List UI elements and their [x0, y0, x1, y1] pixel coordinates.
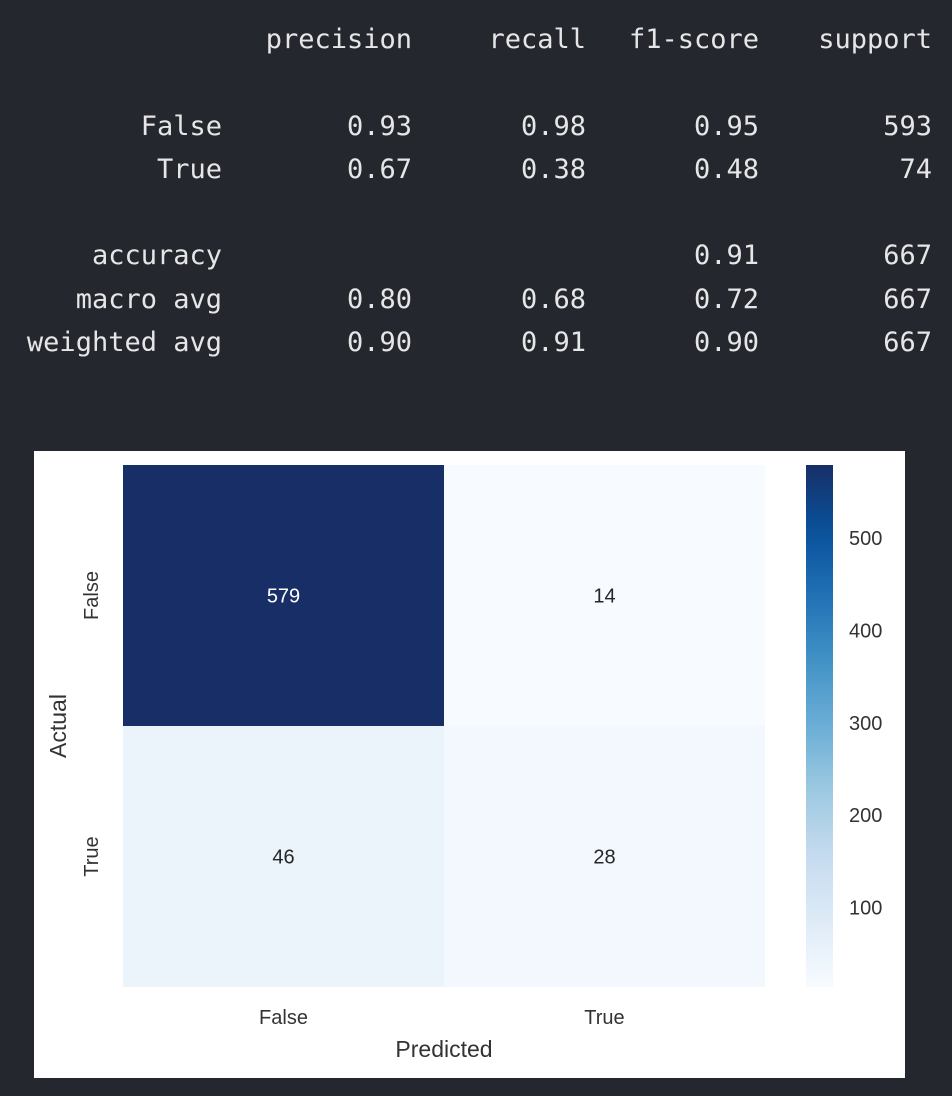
report-cell: 667	[883, 240, 932, 271]
report-cell: 0.38	[520, 154, 586, 185]
confusion-matrix-heatmap: 579 14 46 28 False True False True Predicted Actu…	[45, 465, 882, 1062]
report-cell: 0.98	[520, 111, 586, 142]
report-cell: 0.93	[346, 111, 412, 142]
heatmap-cell	[123, 465, 444, 726]
heatmap-cell	[123, 726, 444, 987]
report-cell: 0.48	[693, 154, 759, 185]
report-cell: 0.90	[346, 327, 412, 358]
report-cell: 0.91	[520, 327, 586, 358]
y-tick-label: True	[81, 836, 103, 876]
x-tick-label: False	[259, 1007, 308, 1029]
classification-report: precision recall f1-score support False 0.93 0…	[0, 0, 952, 420]
report-cell: 0.90	[693, 327, 759, 358]
report-header-precision: precision	[265, 24, 412, 55]
report-cell: 0.80	[346, 284, 412, 315]
report-cell: 667	[883, 327, 932, 358]
heatmap-cell-label: 579	[267, 586, 300, 608]
colorbar-tick-label: 500	[849, 528, 882, 550]
x-axis-label: Predicted	[395, 1036, 492, 1062]
y-tick-label: False	[81, 571, 103, 620]
colorbar	[806, 465, 833, 987]
report-cell: 0.72	[693, 284, 759, 315]
report-row-label: macro avg	[75, 284, 222, 315]
colorbar-tick-label: 100	[849, 898, 882, 920]
heatmap-cell-label: 14	[593, 586, 615, 608]
report-row-label: True	[156, 154, 222, 185]
heatmap-cell	[444, 726, 765, 987]
colorbar-tick-label: 300	[849, 713, 882, 735]
report-header-recall: recall	[488, 24, 586, 55]
report-header-support: support	[818, 24, 932, 55]
report-cell: 0.91	[693, 240, 759, 271]
report-row-label: weighted avg	[26, 327, 222, 358]
report-header-f1score: f1-score	[628, 24, 759, 55]
colorbar-tick-label: 400	[849, 620, 882, 642]
report-row-label: accuracy	[91, 240, 222, 271]
report-cell: 0.67	[346, 154, 412, 185]
report-cell: 593	[883, 111, 932, 142]
report-cell: 0.68	[520, 284, 586, 315]
x-tick-label: True	[584, 1007, 624, 1029]
report-cell: 0.95	[693, 111, 759, 142]
y-axis-label: Actual	[45, 694, 71, 758]
heatmap-cell-label: 28	[593, 847, 615, 869]
report-row-label: False	[140, 111, 222, 142]
heatmap-cell-label: 46	[272, 847, 294, 869]
heatmap-cell	[444, 465, 765, 726]
colorbar-tick-label: 200	[849, 805, 882, 827]
report-cell: 667	[883, 284, 932, 315]
report-cell: 74	[899, 154, 932, 185]
confusion-matrix-figure: 579 14 46 28 False True False True Predicted Actu…	[34, 451, 905, 1078]
